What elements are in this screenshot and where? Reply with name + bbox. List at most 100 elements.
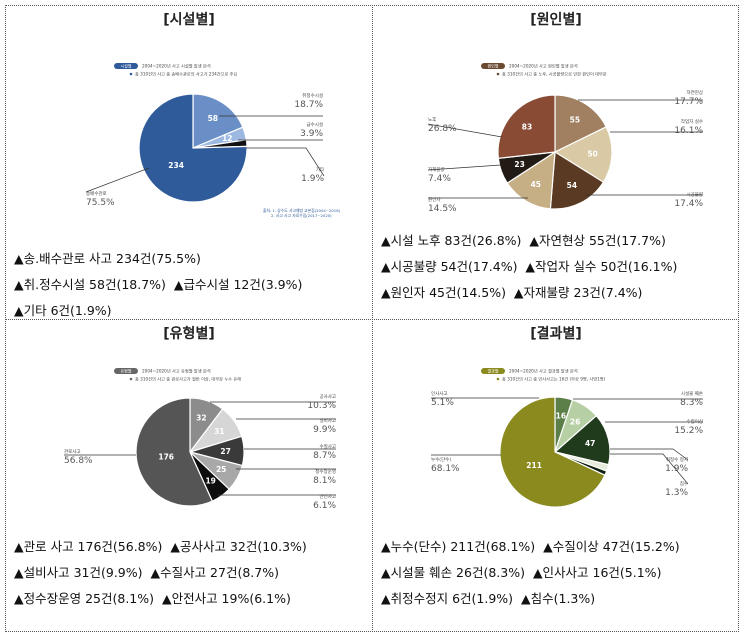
bullet-dot: [496, 72, 500, 76]
desc-item: ▲취정수정지 6건(1.9%): [381, 591, 514, 606]
description: ▲송.배수관로 사고 234건(75.5%) ▲취.정수시설 58건(18.7%…: [14, 246, 364, 324]
desc-item: ▲시설 노후 83건(26.8%): [381, 233, 522, 248]
slice-percent-인사사고: 5.1%: [431, 398, 454, 408]
panel-facility: [시설별] 시설별 2004~2020년 사고 시설별 발생 분석 총 310건…: [6, 6, 372, 318]
leader-line-노후: [427, 123, 503, 138]
data-label-시설물-훼손: 26: [570, 417, 580, 426]
data-label-누수-단수: 211: [526, 461, 542, 470]
slice-name-침수: 침수: [680, 480, 688, 487]
data-label-안전사고: 19: [205, 477, 215, 486]
slice-percent-자재불량: 7.4%: [428, 174, 451, 184]
bullet-dot: [129, 72, 133, 76]
slice-percent-시설물-훼손: 8.3%: [680, 398, 703, 408]
panel-result: [결과별] 결과별 2004~2020년 사고 결과별 발생 분석 총 310건…: [373, 320, 739, 632]
slice-name-자재불량: 자재불량: [428, 166, 445, 173]
pie-slice-자연현상: [554, 94, 607, 153]
slice-name-급수시설: 급수시설: [306, 121, 323, 128]
desc-item: ▲시설물 훼손 26건(8.3%): [381, 565, 525, 580]
slice-percent-관로사고: 56.8%: [64, 456, 93, 466]
data-label-작업자-실수: 50: [587, 149, 597, 158]
desc-item: ▲자연현상 55건(17.7%): [529, 233, 666, 248]
slice-name-수질이상: 수질이상: [686, 418, 703, 425]
panel-type: [유형별] 유형별 2004~2020년 사고 유형별 발생 분석 총 310건…: [6, 320, 372, 632]
slice-name-송배수관로: 송배수관로: [86, 190, 107, 197]
description: ▲누수(단수) 211건(68.1%) ▲수질이상 47건(15.2%) ▲시설…: [381, 534, 731, 612]
panel-title: [원인별]: [530, 12, 582, 28]
slice-percent-수질사고: 8.7%: [313, 451, 336, 461]
data-label-급수시설: 12: [222, 134, 232, 143]
panel-cause: [원인별] 원인별 2004~2020년 사고 원인별 발생 분석 총 310건…: [373, 6, 739, 318]
desc-item: ▲자재불량 23건(7.4%): [513, 285, 643, 300]
pie-slice-누수-단수: [499, 396, 606, 508]
desc-item: ▲안전사고 19%(6.1%): [161, 591, 291, 606]
desc-item: ▲취.정수시설 58건(18.7%): [14, 277, 166, 292]
desc-item: ▲공사사고 32건(10.3%): [170, 539, 307, 554]
header-badge-label: 시설별: [120, 63, 131, 69]
slice-name-관로사고: 관로사고: [64, 448, 81, 455]
header-line1: 2004~2020년 사고 시설별 발생 분석: [142, 63, 211, 70]
header-line2: 총 310건의 사고 중 인사사고는 16건 (부상 9명, 사망1명): [502, 376, 606, 383]
pie-chart-cause: 원인별 2004~2020년 사고 원인별 발생 분석 총 310건의 사고 중…: [427, 63, 703, 214]
header-badge: [481, 63, 505, 69]
slice-name-수질사고: 수질사고: [319, 443, 336, 450]
header-line1: 2004~2020년 사고 결과별 발생 분석: [509, 368, 578, 375]
header-badge: [114, 63, 138, 69]
slice-percent-기타: 1.9%: [301, 174, 324, 184]
desc-item: ▲정수장운영 25건(8.1%): [14, 591, 155, 606]
data-label-설비사고: 31: [214, 427, 224, 436]
data-label-원인자: 45: [531, 180, 541, 189]
desc-item: ▲수질이상 47건(15.2%): [543, 539, 680, 554]
data-label-노후: 83: [522, 122, 532, 131]
leader-line-송배수관로: [85, 167, 150, 193]
leader-line-기타: [246, 147, 325, 177]
desc-item: ▲수질사고 27건(8.7%): [150, 565, 279, 580]
data-label-송배수관로: 234: [168, 161, 184, 170]
header-badge: [114, 368, 138, 374]
slice-name-설비사고: 설비사고: [319, 417, 336, 424]
slice-name-취정수시설: 취정수시설: [302, 92, 323, 99]
slice-percent-안전사고: 6.1%: [313, 501, 336, 511]
data-label-인사사고: 16: [556, 412, 566, 421]
desc-item: ▲관로 사고 176건(56.8%): [14, 539, 163, 554]
desc-item: ▲원인자 45건(14.5%): [381, 285, 506, 300]
slice-percent-노후: 26.8%: [428, 124, 457, 134]
slice-percent-침수: 1.3%: [665, 488, 688, 498]
panel-title: [유형별]: [163, 326, 215, 342]
header-line2: 총 310건의 사고 중 노후, 시공불량으로 인한 원인이 대부분: [502, 71, 607, 78]
description: ▲시설 노후 83건(26.8%) ▲자연현상 55건(17.7%) ▲시공불량…: [381, 228, 731, 306]
slice-percent-공사사고: 10.3%: [307, 401, 336, 411]
header-badge: [481, 368, 505, 374]
data-label-취정수시설: 58: [208, 114, 218, 123]
desc-item: ▲시공불량 54건(17.4%): [381, 259, 518, 274]
slice-name-시공불량: 시공불량: [686, 191, 703, 198]
slice-percent-취정수시설: 18.7%: [294, 100, 323, 110]
slice-name-안전사고: 안전사고: [319, 493, 336, 500]
pie-chart-result: 결과별 2004~2020년 사고 결과별 발생 분석 총 310건의 사고 중…: [431, 368, 703, 508]
leader-line-취정수-정지: [610, 448, 689, 461]
slice-percent-급수시설: 3.9%: [300, 129, 323, 139]
data-label-수질사고: 27: [220, 447, 230, 456]
pie-slice-노후: [497, 94, 556, 160]
slice-name-인사사고: 인사사고: [431, 390, 448, 397]
header-badge-label: 유형별: [120, 368, 131, 374]
header-line1: 2004~2020년 사고 원인별 발생 분석: [509, 63, 578, 70]
data-label-관로사고: 176: [158, 453, 174, 462]
slice-name-공사사고: 공사사고: [319, 393, 336, 400]
pie-slice-관로사고: [135, 397, 214, 507]
slice-percent-정수장운영: 8.1%: [313, 476, 336, 486]
desc-item: ▲급수시설 12건(3.9%): [173, 277, 303, 292]
pie-chart-type: 유형별 2004~2020년 사고 유형별 발생 분석 총 310건의 사고 중…: [64, 368, 336, 511]
header-badge-label: 원인별: [487, 63, 498, 69]
slice-percent-설비사고: 9.9%: [313, 425, 336, 435]
bullet-dot: [496, 377, 500, 381]
pie-slice-수질이상: [553, 414, 611, 466]
footnote-line2: 2. 사고 사고 자료수집(2017~2020): [271, 213, 332, 218]
header-line2: 총 310건의 사고 중 송배수관로의 사고가 234건으로 주요: [135, 71, 238, 78]
slice-percent-자연현상: 17.7%: [674, 97, 703, 107]
pie-slice-송배수관로: [138, 93, 248, 203]
slice-name-누수-단수: 누수(단수): [431, 456, 451, 463]
slice-percent-수질이상: 15.2%: [674, 426, 703, 436]
slice-name-자연현상: 자연현상: [686, 89, 703, 96]
leader-line-자재불량: [427, 164, 502, 171]
panel-title: [결과별]: [530, 326, 582, 342]
